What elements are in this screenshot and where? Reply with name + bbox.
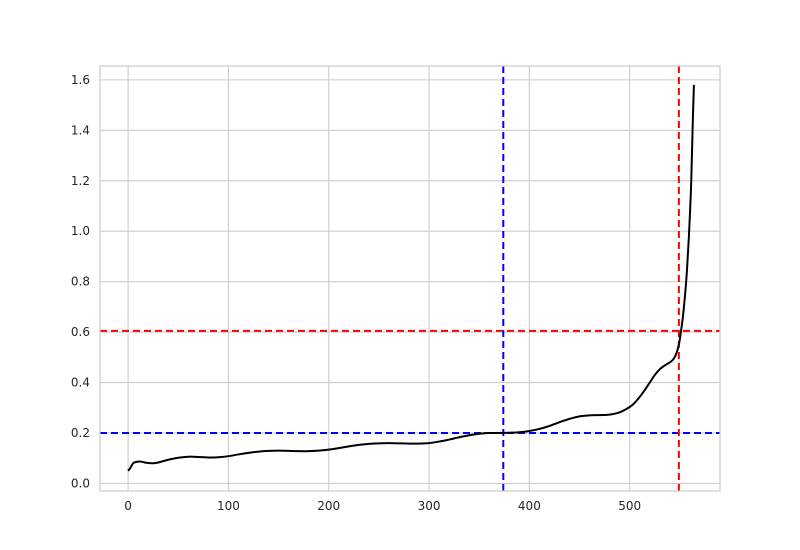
y-tick-label: 0.8 — [71, 275, 90, 289]
y-tick-label: 1.0 — [71, 224, 90, 238]
reference-lines — [100, 66, 720, 491]
x-tick-label: 300 — [418, 499, 441, 513]
y-tick-label: 0.2 — [71, 426, 90, 440]
x-tick-label: 0 — [124, 499, 132, 513]
y-tick-label: 0.4 — [71, 376, 90, 390]
y-axis-ticks: 0.0 0.2 0.4 0.6 0.8 1.0 1.2 1.4 1.6 — [71, 73, 90, 491]
x-tick-label: 200 — [317, 499, 340, 513]
plot-area — [99, 65, 721, 492]
y-tick-label: 1.2 — [71, 174, 90, 188]
y-tick-label: 1.6 — [71, 73, 90, 87]
y-tick-label: 1.4 — [71, 123, 90, 137]
x-axis-ticks: 0 100 200 300 400 500 — [124, 499, 641, 513]
y-tick-label: 0.0 — [71, 476, 90, 490]
plot-frame — [99, 65, 721, 492]
x-tick-label: 500 — [618, 499, 641, 513]
series-layer — [127, 84, 695, 472]
y-tick-label: 0.6 — [71, 325, 90, 339]
x-tick-label: 400 — [518, 499, 541, 513]
plot-background — [100, 66, 720, 491]
series-line — [127, 84, 695, 472]
x-tick-label: 100 — [217, 499, 240, 513]
